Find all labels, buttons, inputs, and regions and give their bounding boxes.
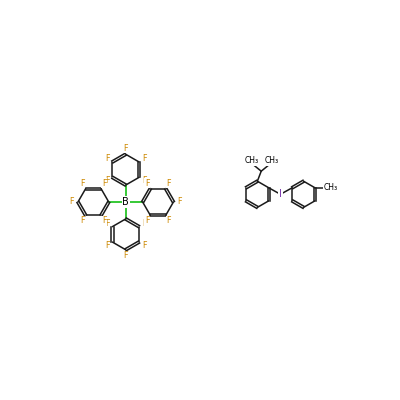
Text: F: F [102, 216, 106, 225]
Text: CH₃: CH₃ [244, 156, 258, 165]
Text: CH₃: CH₃ [264, 156, 278, 165]
Text: B: B [122, 197, 129, 207]
Text: F: F [124, 144, 128, 152]
Text: F: F [80, 179, 85, 188]
Text: F: F [166, 179, 171, 188]
Text: I: I [279, 189, 282, 199]
Text: F: F [145, 179, 150, 188]
Text: CH₃: CH₃ [324, 183, 338, 192]
Text: F: F [70, 198, 74, 206]
Text: F: F [105, 176, 109, 185]
Text: F: F [142, 241, 147, 250]
Text: F: F [80, 216, 85, 225]
Text: F: F [124, 252, 128, 260]
Text: F: F [142, 154, 147, 163]
Text: F: F [142, 176, 147, 185]
Text: F: F [102, 179, 106, 188]
Text: F: F [177, 198, 182, 206]
Text: F: F [142, 219, 147, 228]
Text: F: F [145, 216, 150, 225]
Text: F: F [105, 154, 109, 163]
Text: F: F [105, 241, 109, 250]
Text: F: F [105, 219, 109, 228]
Text: F: F [166, 216, 171, 225]
